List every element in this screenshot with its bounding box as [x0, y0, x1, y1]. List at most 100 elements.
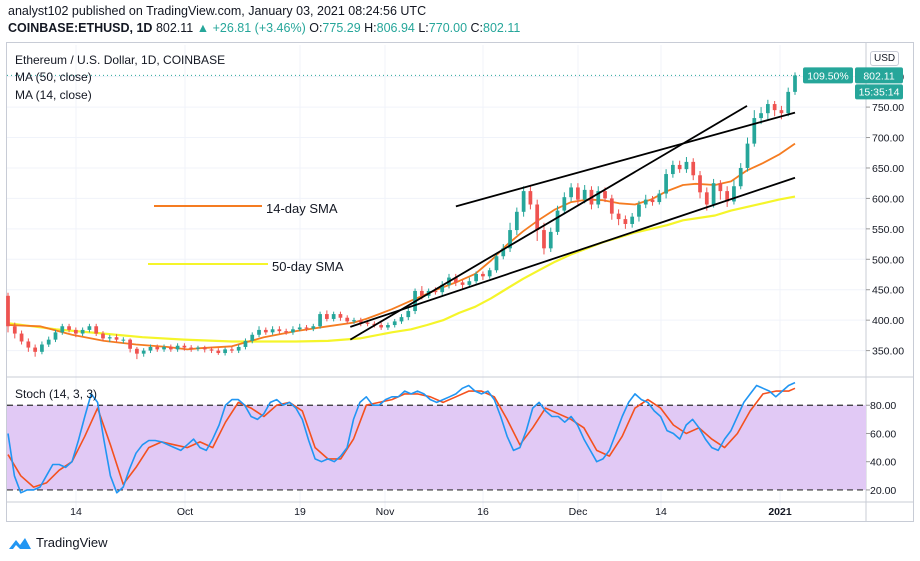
candle-body: [555, 210, 560, 232]
candle-body: [135, 348, 139, 354]
candle-body: [311, 326, 316, 329]
candle-body: [304, 327, 309, 329]
candle-body: [399, 317, 404, 322]
candle-body: [725, 191, 730, 202]
price-marker-bg: [855, 67, 903, 84]
candle-body: [684, 161, 689, 170]
candle-body: [352, 320, 356, 322]
candle-body: [60, 326, 65, 333]
low-label: L:: [418, 21, 429, 35]
price-tick-label: 550.00: [872, 224, 904, 236]
candle-body: [114, 337, 119, 340]
candle-body: [732, 186, 736, 202]
candle-body: [603, 191, 607, 199]
candle-body: [609, 198, 614, 214]
candle-body: [230, 349, 234, 351]
candle-body: [128, 339, 132, 349]
brand-label: TradingView: [36, 535, 108, 550]
price-tick-label: 350.00: [872, 346, 904, 358]
stoch-legend: Stoch (14, 3, 3): [15, 387, 98, 401]
candle-body: [6, 295, 10, 327]
candle-body: [521, 191, 526, 212]
candle-body: [745, 143, 750, 168]
candle-body: [793, 75, 797, 92]
low-value: 770.00: [428, 21, 468, 35]
time-tick-label: Dec: [569, 506, 588, 518]
candle-body: [718, 183, 723, 192]
candle-body: [440, 284, 445, 293]
time-tick-label: 14: [655, 506, 667, 518]
tradingview-brand[interactable]: TradingView: [8, 535, 108, 550]
candle-body: [331, 314, 336, 319]
candle-body: [650, 199, 655, 203]
candle-body: [623, 219, 628, 224]
open-value: 775.29: [322, 21, 361, 35]
price-tick-label: 650.00: [872, 163, 904, 175]
candle-body: [189, 347, 194, 349]
candle-body: [474, 273, 478, 282]
countdown-marker-label: 15:35:14: [859, 86, 900, 98]
candle-body: [148, 346, 153, 351]
candle-body: [277, 329, 282, 332]
candle-body: [508, 230, 512, 249]
candle-body: [752, 118, 757, 144]
ma14-legend: MA (14, close): [15, 88, 92, 102]
candle-body: [406, 311, 411, 318]
stoch-k-line: [7, 381, 796, 494]
up-arrow-icon: ▲: [196, 21, 210, 35]
publish-info: analyst102 published on TradingView.com,…: [8, 4, 427, 18]
candle-body: [155, 346, 160, 350]
percent-marker-label: 109.50%: [807, 70, 848, 82]
candle-body: [175, 345, 180, 350]
price-tick-label: 700.00: [872, 133, 904, 145]
symbol-label: COINBASE:ETHUSD, 1D: [8, 21, 153, 35]
candle-body: [616, 213, 621, 220]
candle-body: [365, 322, 370, 324]
candle-body: [297, 327, 302, 330]
candle-body: [94, 326, 99, 334]
candle-body: [467, 281, 472, 285]
candle-body: [535, 204, 540, 231]
stoch-tick-label: 60.00: [870, 428, 896, 440]
candle-body: [569, 187, 573, 198]
candle-body: [243, 340, 248, 347]
candle-body: [216, 350, 221, 354]
high-label: H:: [364, 21, 377, 35]
price-tick-label: 600.00: [872, 193, 904, 205]
candle-body: [548, 231, 553, 249]
candle-body: [392, 321, 397, 326]
candle-body: [223, 349, 227, 354]
candle-body: [379, 325, 384, 328]
time-tick-label: Nov: [376, 506, 395, 518]
candle-body: [107, 337, 112, 339]
currency-button[interactable]: USD: [870, 51, 900, 66]
candle-body: [372, 323, 377, 326]
candle-body: [779, 110, 784, 114]
candle-body: [284, 331, 289, 333]
candle-body: [711, 183, 716, 205]
candle-body: [514, 211, 519, 231]
time-tick-label: 16: [477, 506, 489, 518]
candle-body: [33, 347, 38, 352]
candle-body: [263, 329, 268, 333]
candle-body: [40, 344, 44, 352]
sma50-annotation-label: 50-day SMA: [272, 259, 344, 274]
sma14-annotation-label: 14-day SMA: [266, 201, 338, 216]
candle-body: [196, 347, 200, 349]
candle-body: [772, 104, 777, 111]
stoch-tick-label: 40.00: [870, 457, 896, 469]
candle-body: [80, 329, 85, 334]
candle-body: [162, 346, 166, 350]
candle-body: [67, 326, 71, 330]
candle-body: [53, 332, 58, 340]
candle-body: [202, 347, 207, 350]
candle-body: [765, 104, 770, 114]
candle-body: [345, 317, 350, 322]
candle-body: [630, 216, 635, 224]
candle-body: [141, 350, 146, 354]
close-label: C:: [470, 21, 484, 35]
candle-body: [786, 91, 791, 114]
candle-body: [236, 346, 241, 351]
candle-body: [759, 113, 763, 119]
